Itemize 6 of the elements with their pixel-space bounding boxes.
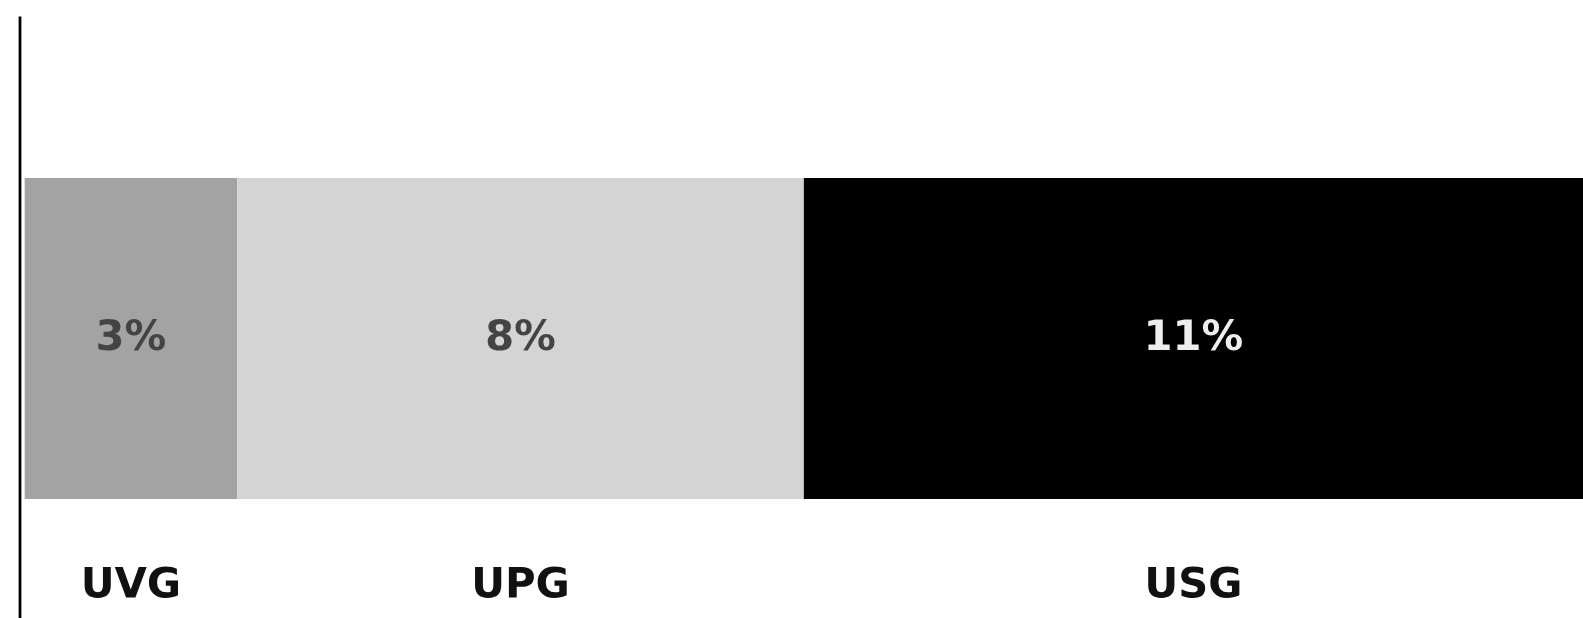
- series-label: UVG: [84, 566, 178, 598]
- data-label: 8%: [487, 318, 555, 351]
- series-label: USG: [1148, 566, 1240, 598]
- series-label: UPG: [475, 566, 567, 598]
- data-label: 11%: [1148, 318, 1242, 351]
- data-label: 3%: [98, 318, 165, 351]
